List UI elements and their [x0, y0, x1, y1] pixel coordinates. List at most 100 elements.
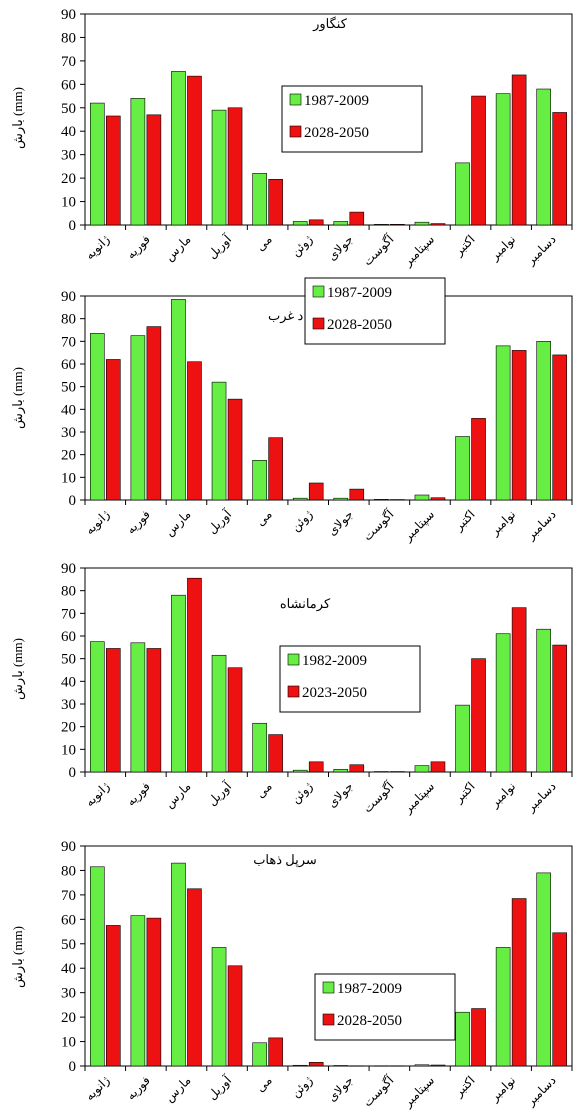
category-label: سپتامبر [400, 507, 437, 544]
bar-series-a [130, 98, 146, 226]
bar-series-a [252, 1042, 267, 1067]
bar-series-b [430, 1064, 446, 1067]
category-label: می [253, 779, 275, 801]
legend-label: 2028-2050 [304, 125, 369, 141]
y-tick-label: 60 [61, 357, 76, 373]
bar-series-b [511, 350, 527, 501]
category-label: می [253, 232, 275, 254]
y-tick-label: 70 [61, 334, 76, 350]
category-label: آوریل [204, 506, 234, 536]
y-axis-label: بارش (mm) [10, 926, 26, 988]
y-axis-label: بارش (mm) [10, 87, 26, 149]
bar-series-a [252, 460, 267, 501]
y-tick-label: 70 [61, 606, 76, 622]
category-label: آوریل [204, 778, 234, 808]
category-label: آوریل [204, 231, 234, 261]
y-tick-label: 90 [61, 7, 76, 23]
category-label: آگوست [360, 506, 397, 543]
y-tick-label: 80 [61, 863, 76, 879]
category-label: ژانویه [82, 232, 112, 262]
y-tick-label: 10 [61, 742, 76, 758]
y-tick-label: 20 [61, 448, 76, 464]
bar-series-a [89, 866, 105, 1067]
bar-series-a [495, 947, 511, 1067]
bar-series-a [171, 71, 186, 226]
category-label: می [253, 507, 275, 529]
bar-series-a [374, 223, 389, 226]
category-label: اکتبر [451, 1073, 478, 1100]
bar-series-a [130, 915, 146, 1067]
bar-series-b [105, 648, 121, 773]
legend-swatch [287, 653, 300, 666]
legend-label: 1987-2009 [327, 285, 392, 301]
legend-box [279, 645, 421, 713]
y-tick-label: 0 [69, 493, 77, 509]
y-tick-label: 90 [61, 561, 76, 577]
y-tick-label: 30 [61, 697, 76, 713]
bar-series-b [552, 354, 568, 501]
y-tick-label: 10 [61, 470, 76, 486]
bar-series-a [414, 765, 430, 773]
y-tick-label: 60 [61, 77, 76, 93]
bar-series-b [105, 359, 121, 501]
category-label: جولای [325, 1073, 356, 1104]
bar-series-a [292, 1064, 308, 1067]
bar-series-b [308, 761, 324, 773]
bar-series-b [552, 644, 568, 773]
bar-series-b [308, 482, 324, 501]
y-tick-label: 20 [61, 171, 76, 187]
chart-title: سرپل ذهاب [253, 852, 317, 868]
bar-series-b [390, 1065, 405, 1067]
category-label: سپتامبر [400, 779, 437, 816]
category-label: فوریه [124, 779, 153, 808]
category-label: می [253, 1073, 275, 1095]
bar-series-a [211, 109, 227, 226]
legend-box [314, 973, 456, 1041]
bar-series-a [171, 862, 186, 1067]
category-label: فوریه [124, 1073, 153, 1102]
category-label: ژانویه [82, 1073, 112, 1103]
y-tick-label: 40 [61, 674, 76, 690]
chart-3: 0 10 20 30 40 50 60 70 80 90 ژانویه فوریه مارس آوریل م… [10, 561, 573, 816]
bar-series-b [105, 925, 121, 1067]
bar-series-a [455, 704, 470, 773]
bar-series-a [89, 102, 105, 226]
bar-series-b [349, 764, 365, 773]
category-label: اکتبر [451, 507, 478, 534]
category-label: ژوئن [288, 507, 315, 534]
bar-series-b [268, 1037, 283, 1067]
legend-box [304, 277, 446, 345]
y-tick-label: 90 [61, 289, 76, 305]
bar-series-b [268, 734, 283, 773]
category-label: ژانویه [82, 507, 112, 537]
bar-series-b [552, 112, 568, 226]
category-label: نوامبر [487, 507, 518, 538]
y-tick-label: 50 [61, 101, 76, 117]
bar-series-b [349, 211, 365, 226]
chart-2: 0 10 20 30 40 50 60 70 80 90 ژانویه فوریه مارس آوریل م… [10, 277, 573, 544]
chart-title: کنگاور [312, 16, 348, 32]
chart-4: 0 10 20 30 40 50 60 70 80 90 ژانویه فوریه مارس آوریل م… [10, 839, 573, 1110]
bar-series-a [130, 335, 146, 501]
category-label: فوریه [124, 507, 153, 536]
category-label: آگوست [360, 1072, 397, 1109]
bar-series-a [171, 299, 186, 501]
bar-series-a [374, 1065, 389, 1067]
legend: 1987-2009 2028-2050 [314, 973, 456, 1041]
y-tick-label: 0 [69, 765, 77, 781]
bar-series-a [414, 221, 430, 226]
bar-series-a [495, 345, 511, 501]
y-tick-label: 90 [61, 839, 76, 855]
legend-label: 2028-2050 [327, 317, 392, 333]
bar-series-a [130, 642, 146, 773]
category-label: مارس [162, 1073, 193, 1104]
bar-series-a [374, 771, 389, 773]
bar-series-a [333, 1065, 349, 1067]
bar-series-a [292, 497, 308, 501]
y-tick-label: 30 [61, 425, 76, 441]
bar-series-a [333, 221, 349, 226]
bar-series-a [292, 769, 308, 773]
y-tick-label: 40 [61, 402, 76, 418]
bar-series-a [455, 1011, 470, 1067]
y-tick-label: 80 [61, 30, 76, 46]
